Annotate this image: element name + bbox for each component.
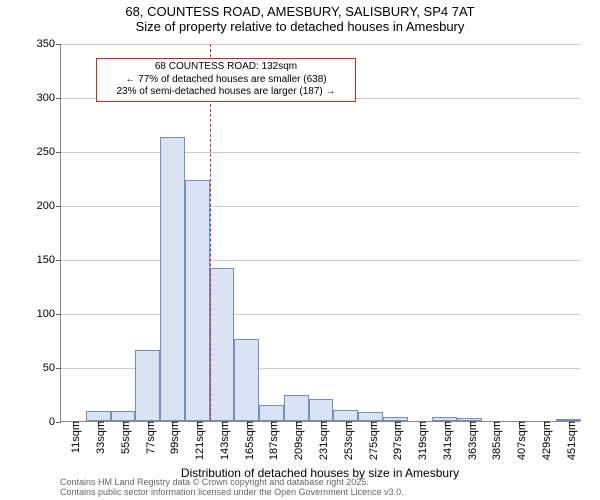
y-tick-mark (56, 152, 61, 153)
x-tick-label: 275sqm (362, 421, 380, 460)
x-tick-label: 77sqm (139, 421, 157, 454)
y-tick-label: 300 (21, 92, 61, 104)
y-tick-mark (56, 206, 61, 207)
x-tick-label: 385sqm (485, 421, 503, 460)
annotation-line: ← 77% of detached houses are smaller (63… (103, 74, 349, 87)
x-tick-label: 11sqm (64, 421, 82, 453)
annotation-line: 23% of semi-detached houses are larger (… (103, 86, 349, 99)
footer-attribution: Contains HM Land Registry data © Crown c… (60, 478, 404, 498)
x-tick-label: 209sqm (287, 421, 305, 460)
x-tick-label: 429sqm (535, 421, 553, 460)
x-tick-label: 319sqm (411, 421, 429, 460)
y-tick-label: 200 (21, 200, 61, 212)
annotation-box: 68 COUNTESS ROAD: 132sqm← 77% of detache… (96, 58, 356, 102)
x-tick-label: 55sqm (114, 421, 132, 454)
gridline (61, 152, 580, 153)
x-tick-label: 99sqm (163, 421, 181, 454)
histogram-bar (284, 395, 309, 421)
page-title-main: 68, COUNTESS ROAD, AMESBURY, SALISBURY, … (0, 4, 600, 19)
x-tick-label: 231sqm (312, 421, 330, 460)
x-tick-label: 33sqm (89, 421, 107, 454)
annotation-line: 68 COUNTESS ROAD: 132sqm (103, 61, 349, 74)
x-tick-label: 121sqm (188, 421, 206, 460)
x-tick-label: 143sqm (213, 421, 231, 460)
histogram-bar (160, 137, 185, 421)
y-tick-label: 100 (21, 308, 61, 320)
y-tick-mark (56, 422, 61, 423)
y-tick-label: 50 (21, 362, 61, 374)
gridline (61, 44, 580, 45)
y-tick-label: 250 (21, 146, 61, 158)
gridline (61, 260, 580, 261)
y-tick-mark (56, 98, 61, 99)
histogram-bar (309, 399, 334, 421)
histogram-bar (333, 410, 358, 421)
x-tick-label: 451sqm (560, 421, 578, 460)
y-tick-label: 350 (21, 38, 61, 50)
page-title-sub: Size of property relative to detached ho… (0, 19, 600, 34)
y-tick-mark (56, 44, 61, 45)
y-tick-label: 0 (21, 416, 61, 428)
y-tick-mark (56, 314, 61, 315)
histogram-bar (358, 412, 383, 421)
histogram-bar (86, 411, 111, 421)
y-tick-label: 150 (21, 254, 61, 266)
x-tick-label: 187sqm (262, 421, 280, 460)
histogram-chart: 05010015020025030035011sqm33sqm55sqm77sq… (60, 44, 580, 422)
x-tick-label: 407sqm (510, 421, 528, 460)
histogram-bar (185, 180, 210, 421)
x-tick-label: 253sqm (337, 421, 355, 460)
gridline (61, 206, 580, 207)
y-tick-mark (56, 368, 61, 369)
histogram-bar (135, 350, 160, 421)
gridline (61, 314, 580, 315)
x-tick-label: 165sqm (238, 421, 256, 460)
histogram-bar (259, 405, 284, 421)
histogram-bar (210, 268, 235, 421)
x-tick-label: 341sqm (436, 421, 454, 460)
x-tick-label: 363sqm (461, 421, 479, 460)
y-tick-mark (56, 260, 61, 261)
histogram-bar (234, 339, 259, 421)
plot-area: 05010015020025030035011sqm33sqm55sqm77sq… (60, 44, 580, 422)
histogram-bar (111, 411, 136, 421)
x-tick-label: 297sqm (386, 421, 404, 460)
